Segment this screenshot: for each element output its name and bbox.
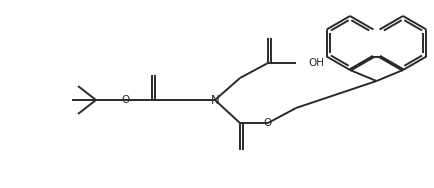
Text: OH: OH [308, 58, 324, 68]
Text: N: N [210, 93, 219, 106]
Text: O: O [121, 95, 129, 105]
Text: O: O [264, 118, 272, 128]
